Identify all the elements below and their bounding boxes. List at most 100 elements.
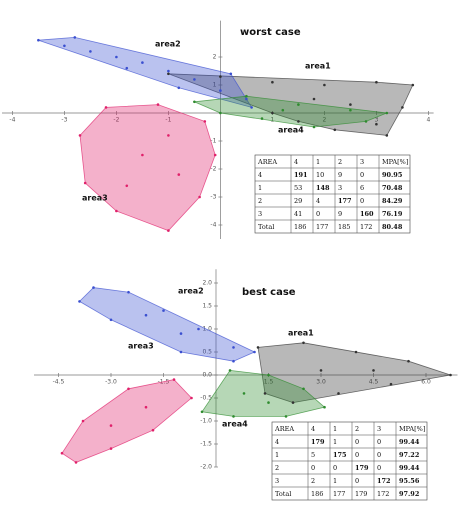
point [73, 36, 77, 39]
table-cell: 9 [338, 210, 342, 218]
point [179, 350, 183, 354]
point [125, 184, 129, 188]
table-cell: 41 [294, 210, 302, 218]
area-label: area1 [305, 62, 331, 71]
area-label: area3 [128, 342, 154, 351]
y-tick-label: 1.5 [202, 303, 212, 310]
table-cell: 76.19 [382, 210, 403, 218]
point [198, 195, 201, 199]
y-tick-label: -2.0 [200, 464, 212, 471]
y-tick-label: -4 [210, 222, 216, 229]
point [245, 97, 248, 101]
table-cell: 99.44 [399, 438, 420, 446]
y-tick-label: 2 [213, 54, 217, 61]
point [200, 410, 204, 414]
table-cell: 1 [258, 184, 262, 192]
y-tick-label: -1.5 [200, 441, 212, 448]
table-cell: 10 [316, 171, 324, 179]
point [89, 50, 92, 53]
table-cell: 3 [275, 477, 279, 485]
area-label: area3 [82, 194, 108, 203]
table-cell: 177 [338, 197, 352, 205]
point [125, 66, 129, 70]
table-cell: 90.95 [382, 171, 403, 179]
table-cell: AREA [257, 158, 277, 166]
table-cell: 3 [377, 425, 381, 433]
point [312, 97, 316, 101]
area-hull [78, 287, 256, 362]
point [401, 106, 404, 109]
point [167, 72, 170, 76]
y-tick-label: 1 [213, 82, 217, 89]
point [74, 461, 78, 464]
table-cell: 2 [311, 477, 315, 485]
point [177, 86, 181, 90]
x-tick-label: 2 [322, 117, 326, 124]
point [389, 382, 393, 386]
point [253, 350, 256, 354]
table-cell: 3 [360, 158, 364, 166]
x-tick-label: -4 [9, 117, 15, 124]
point [245, 94, 248, 98]
point [109, 318, 113, 322]
point [291, 401, 295, 404]
x-tick-label: -1 [165, 117, 171, 124]
x-tick-label: 4 [426, 117, 430, 124]
point [60, 451, 64, 455]
table-cell: Total [275, 490, 291, 498]
point [156, 103, 160, 106]
point [354, 350, 358, 354]
table-cell: 6 [360, 184, 364, 192]
chart-title: worst case [240, 27, 301, 38]
table-cell: 2 [338, 158, 342, 166]
point [271, 111, 274, 115]
area-label: area1 [288, 329, 314, 338]
point [411, 83, 415, 87]
point [302, 387, 305, 391]
point [260, 117, 264, 120]
table-cell: 99.44 [399, 464, 420, 472]
y-tick-label: 1.0 [202, 326, 212, 333]
point [78, 134, 82, 137]
point [193, 100, 196, 104]
point [232, 346, 235, 349]
table-cell: 0 [355, 438, 359, 446]
point [271, 80, 274, 84]
table-cell: 3 [258, 210, 262, 218]
y-tick-label: -3 [210, 194, 216, 201]
point [193, 78, 196, 81]
area-label: area2 [155, 40, 181, 49]
table-cell: 0 [355, 477, 359, 485]
table-cell: 0 [377, 464, 381, 472]
point [242, 392, 246, 395]
y-tick-label: -0.5 [200, 395, 212, 402]
x-tick-label: -3.0 [105, 379, 117, 386]
point [190, 396, 193, 400]
point [83, 181, 87, 185]
point [127, 387, 130, 391]
area-hull [38, 36, 253, 109]
point [162, 309, 165, 312]
table-cell: 0 [377, 438, 381, 446]
x-tick-label: 1.5 [264, 379, 274, 386]
point [333, 128, 337, 132]
y-tick-label: 0.0 [202, 372, 212, 379]
point [197, 327, 200, 331]
table-cell: 2 [258, 197, 262, 205]
table-cell: 191 [294, 171, 308, 179]
table-cell: 0 [377, 451, 381, 459]
y-tick-label: -1.0 [200, 418, 212, 425]
x-tick-label: 6.0 [421, 379, 431, 386]
x-tick-label: 3.0 [316, 379, 326, 386]
point [104, 106, 108, 109]
table-cell: 160 [360, 210, 374, 218]
point [151, 428, 155, 432]
table-cell: 172 [377, 490, 389, 498]
point [92, 286, 95, 289]
table-cell: 1 [333, 477, 337, 485]
table-cell: AREA [274, 425, 294, 433]
point [115, 209, 118, 213]
point [281, 108, 285, 112]
table-cell: 4 [311, 425, 315, 433]
